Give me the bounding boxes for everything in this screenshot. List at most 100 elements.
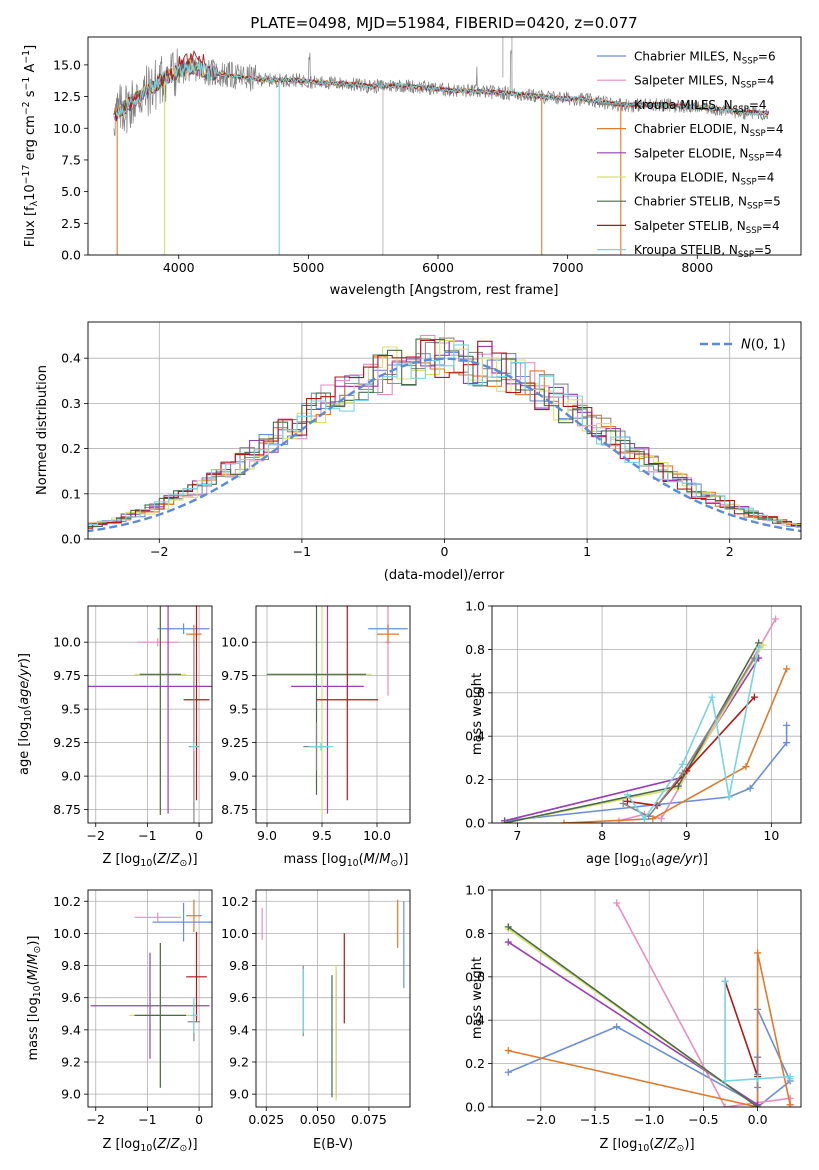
- errorbar-point: [316, 606, 379, 801]
- plus-marker: [755, 643, 763, 651]
- x-tick-label: 4000: [163, 260, 195, 275]
- massweight-Z-x-label: Z [log10(Z/Z⊙)]: [599, 1137, 694, 1154]
- errorbar-point: [190, 742, 198, 751]
- errorbar-point: [137, 638, 179, 647]
- y-tick-label: 12.5: [53, 89, 81, 104]
- x-tick-label: 1: [583, 544, 591, 559]
- y-tick-label: 0.8: [465, 642, 485, 657]
- legend-entry: N(0, 1): [741, 338, 786, 353]
- x-tick-label: 0.075: [351, 1112, 387, 1127]
- massweight-Z-y-label: mass weight: [470, 957, 485, 1039]
- mass-weight-series-6: [627, 696, 755, 807]
- x-tick-label: 9: [683, 828, 691, 843]
- x-tick-label: −2.0: [526, 1112, 556, 1127]
- errorbar-point: [90, 952, 210, 1059]
- y-tick-label: 9.4: [61, 1022, 81, 1037]
- x-tick-label: −1: [138, 828, 156, 843]
- plus-marker: [674, 782, 682, 790]
- y-tick-label: 1.0: [465, 599, 485, 614]
- errorbar-point: [377, 624, 399, 644]
- x-tick-label: 8: [598, 828, 606, 843]
- legend-entry: Salpeter ELODIE, NSSP=4: [634, 146, 782, 163]
- x-tick-label: 0.0: [748, 1112, 768, 1127]
- y-tick-label: 10.0: [221, 926, 249, 941]
- residual-histogram-5: [88, 340, 801, 527]
- mass-vs-Z-plot-area: [90, 899, 212, 1088]
- y-tick-label: 10.0: [53, 121, 81, 136]
- y-tick-label: 10.0: [221, 635, 249, 650]
- spectrum-panel: 4000 5000 6000 7000 8000 0.0 2.5 5.0 7.5 10.0 12.5…: [53, 36, 802, 275]
- spectrum-x-label: wavelength [Angstrom, rest frame]: [330, 283, 559, 298]
- errorbar-point: [186, 931, 207, 1022]
- plus-marker: [613, 899, 621, 907]
- axes-frame: [255, 889, 411, 1108]
- x-tick-label: 0.025: [248, 1112, 284, 1127]
- y-tick-label: 15.0: [53, 57, 81, 72]
- plus-marker: [721, 1077, 729, 1085]
- x-tick-label: −2: [87, 828, 105, 843]
- plus-marker: [783, 665, 791, 673]
- figure-title: PLATE=0498, MJD=51984, FIBERID=0420, z=0…: [250, 14, 637, 32]
- y-tick-label: 10.0: [53, 635, 81, 650]
- y-tick-label: 0.8: [465, 926, 485, 941]
- legend-entry: Chabrier MILES, NSSP=6: [634, 50, 776, 67]
- legend-entry: Salpeter MILES, NSSP=4: [634, 74, 774, 91]
- plus-marker: [754, 1103, 762, 1107]
- y-tick-label: 9.5: [229, 702, 249, 717]
- x-tick-label: 0: [195, 1112, 203, 1127]
- massweight-vs-age-plot-area: [501, 615, 791, 823]
- y-tick-label: 7.5: [61, 152, 81, 167]
- model-spectrum-8: [116, 62, 768, 117]
- x-tick-label: 5000: [292, 260, 324, 275]
- massweight-vs-Z-plot-area: [504, 899, 794, 1107]
- plus-marker: [754, 949, 762, 957]
- age-vs-Z-x-label: Z [log10(Z/Z⊙)]: [102, 852, 197, 869]
- y-tick-label: 1.0: [465, 883, 485, 898]
- plus-marker: [783, 739, 791, 747]
- spectrum-y-label: Flux [fλ10−17 erg cm−2 s−1 A−1]: [21, 45, 40, 247]
- plus-marker: [754, 1075, 762, 1083]
- residual-histogram-7: [88, 339, 801, 529]
- age-vs-mass-panel: 9.0 9.5 10.0 8.75 9.0 9.25 9.5 9.75 10.0: [221, 605, 411, 843]
- x-tick-label: 0: [441, 544, 449, 559]
- errorbar-point: [157, 623, 210, 635]
- y-tick-label: 9.4: [229, 1022, 249, 1037]
- mass-weight-series-7: [622, 657, 756, 818]
- plus-marker: [504, 1068, 512, 1076]
- y-tick-label: 0.1: [61, 486, 81, 501]
- y-tick-label: 9.0: [61, 769, 81, 784]
- x-tick-label: −0.5: [688, 1112, 718, 1127]
- mass-weight-series-8: [626, 647, 760, 821]
- errorbar-point: [139, 606, 181, 815]
- x-tick-label: 10: [763, 828, 779, 843]
- plus-marker: [623, 791, 631, 799]
- y-tick-label: 9.8: [229, 958, 249, 973]
- mass-weight-series-2: [508, 952, 791, 1107]
- residuals-x-label: (data-model)/error: [384, 568, 505, 583]
- plus-marker: [560, 819, 568, 823]
- x-tick-label: −2: [87, 1112, 105, 1127]
- plus-marker: [623, 797, 631, 805]
- errorbar-point: [291, 606, 364, 814]
- axes-frame: [87, 605, 213, 824]
- spectrum-plot-area: [113, 37, 770, 255]
- x-tick-label: −1.0: [634, 1112, 664, 1127]
- mass-vs-ebv-panel: 0.025 0.050 0.075 9.0 9.2 9.4 9.6 9.8 10.0 10.2: [221, 889, 411, 1127]
- y-tick-label: 10.2: [221, 894, 249, 909]
- y-tick-label: 9.0: [229, 769, 249, 784]
- y-tick-label: 9.6: [229, 990, 249, 1005]
- residual-histogram-4: [88, 340, 801, 527]
- age-vs-Z-panel: −2 −1 0 8.75 9.0 9.25 9.5 9.75 10.0: [53, 605, 213, 843]
- y-tick-label: 0.0: [465, 816, 485, 831]
- axes-frame: [491, 605, 802, 824]
- x-tick-label: −2: [150, 544, 168, 559]
- plus-marker: [754, 1083, 762, 1091]
- plus-marker: [725, 793, 733, 801]
- y-tick-label: 9.0: [229, 1087, 249, 1102]
- age-vs-Z-plot-area: [88, 606, 212, 823]
- y-tick-label: 9.75: [221, 668, 249, 683]
- mass-weight-series-6: [724, 980, 759, 1077]
- plus-marker: [783, 721, 791, 729]
- residuals-panel: −2 −1 0 1 2 0.0 0.1 0.2 0.3 0.4: [61, 321, 802, 559]
